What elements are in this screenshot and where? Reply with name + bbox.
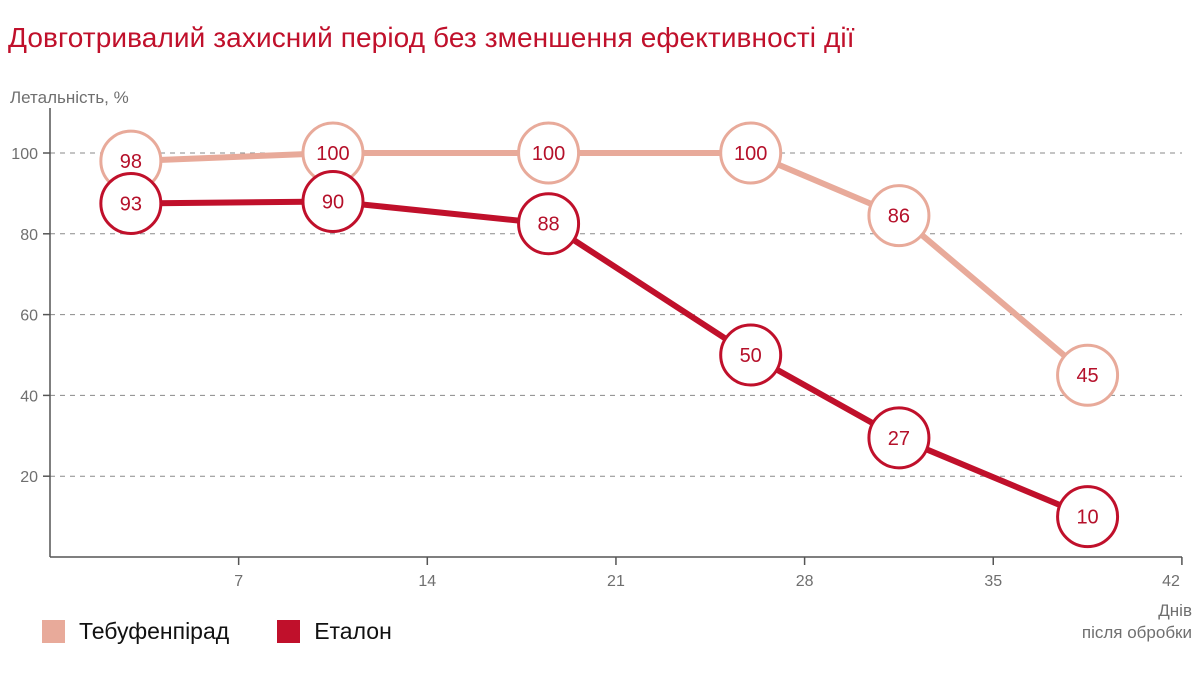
data-label: 98 bbox=[120, 151, 142, 173]
y-tick-label: 40 bbox=[20, 388, 38, 405]
data-label: 93 bbox=[120, 194, 142, 216]
data-point-marker bbox=[99, 172, 163, 235]
data-points: 98 100 100 100 86 45 93 90 88 50 27 10 bbox=[99, 121, 1120, 549]
data-label: 86 bbox=[888, 206, 910, 228]
y-tick-label: 100 bbox=[11, 146, 38, 163]
x-tick-label: 7 bbox=[234, 573, 243, 590]
data-point: 88 bbox=[517, 192, 581, 256]
data-point-marker bbox=[867, 406, 931, 470]
data-point-marker bbox=[301, 169, 365, 233]
x-axis-label: Днів після обробки bbox=[1082, 600, 1192, 644]
x-tick-label: 21 bbox=[607, 573, 625, 590]
data-point: 90 bbox=[301, 169, 365, 233]
line-chart: 20 40 60 80 100 7 14 21 28 35 42 98 100 100 100 86 45 93… bbox=[11, 108, 1183, 590]
x-tick-label: 28 bbox=[796, 573, 814, 590]
series-line-0 bbox=[127, 150, 1091, 379]
legend-swatch-etalon bbox=[277, 620, 301, 643]
legend-label-tebufenpyrad: Тебуфенпірад bbox=[79, 618, 230, 644]
legend-item-tebufenpyrad: Тебуфенпірад bbox=[42, 618, 229, 645]
data-point-marker bbox=[867, 184, 931, 248]
x-tick-label: 14 bbox=[418, 573, 436, 590]
x-tick-label: 42 bbox=[1162, 573, 1180, 590]
data-label: 45 bbox=[1076, 365, 1098, 387]
data-label: 10 bbox=[1076, 507, 1098, 529]
x-axis-label-line2: після обробки bbox=[1081, 623, 1192, 642]
data-point: 50 bbox=[719, 323, 783, 387]
series-lines bbox=[127, 150, 1091, 520]
data-point: 100 bbox=[301, 121, 365, 185]
axes: 20 40 60 80 100 7 14 21 28 35 42 bbox=[11, 108, 1183, 590]
data-point-marker bbox=[1056, 485, 1120, 549]
data-point-marker bbox=[517, 121, 581, 185]
data-point: 100 bbox=[719, 121, 783, 185]
data-point: 45 bbox=[1056, 343, 1120, 407]
y-tick-label: 20 bbox=[20, 469, 38, 486]
data-point: 100 bbox=[517, 121, 581, 185]
data-point-marker bbox=[517, 192, 581, 256]
x-tick-label: 35 bbox=[984, 573, 1002, 590]
y-axis-label: Летальність, % bbox=[10, 88, 129, 107]
legend-item-etalon: Еталон bbox=[277, 618, 392, 645]
data-label: 100 bbox=[532, 143, 565, 165]
data-label: 50 bbox=[740, 345, 762, 367]
legend: Тебуфенпірад Еталон bbox=[42, 618, 440, 645]
data-label: 88 bbox=[537, 214, 559, 236]
data-point-marker bbox=[1056, 343, 1120, 407]
data-label: 100 bbox=[316, 143, 349, 165]
data-point-marker bbox=[719, 323, 783, 387]
data-point-marker bbox=[719, 121, 783, 185]
legend-swatch-tebufenpyrad bbox=[42, 620, 65, 643]
y-tick-label: 80 bbox=[20, 227, 38, 244]
series-line-1 bbox=[127, 198, 1091, 520]
data-point: 93 bbox=[99, 172, 163, 235]
data-label: 100 bbox=[734, 143, 767, 165]
y-tick-label: 60 bbox=[20, 308, 38, 325]
data-label: 27 bbox=[888, 428, 910, 450]
data-point: 27 bbox=[867, 406, 931, 470]
legend-label-etalon: Еталон bbox=[314, 618, 392, 644]
x-axis-label-line1: Днів bbox=[1158, 601, 1192, 620]
data-point: 86 bbox=[867, 184, 931, 248]
data-label: 90 bbox=[322, 191, 344, 213]
chart-title: Довготривалий захисний період без зменше… bbox=[8, 22, 855, 53]
data-point: 10 bbox=[1056, 485, 1120, 549]
